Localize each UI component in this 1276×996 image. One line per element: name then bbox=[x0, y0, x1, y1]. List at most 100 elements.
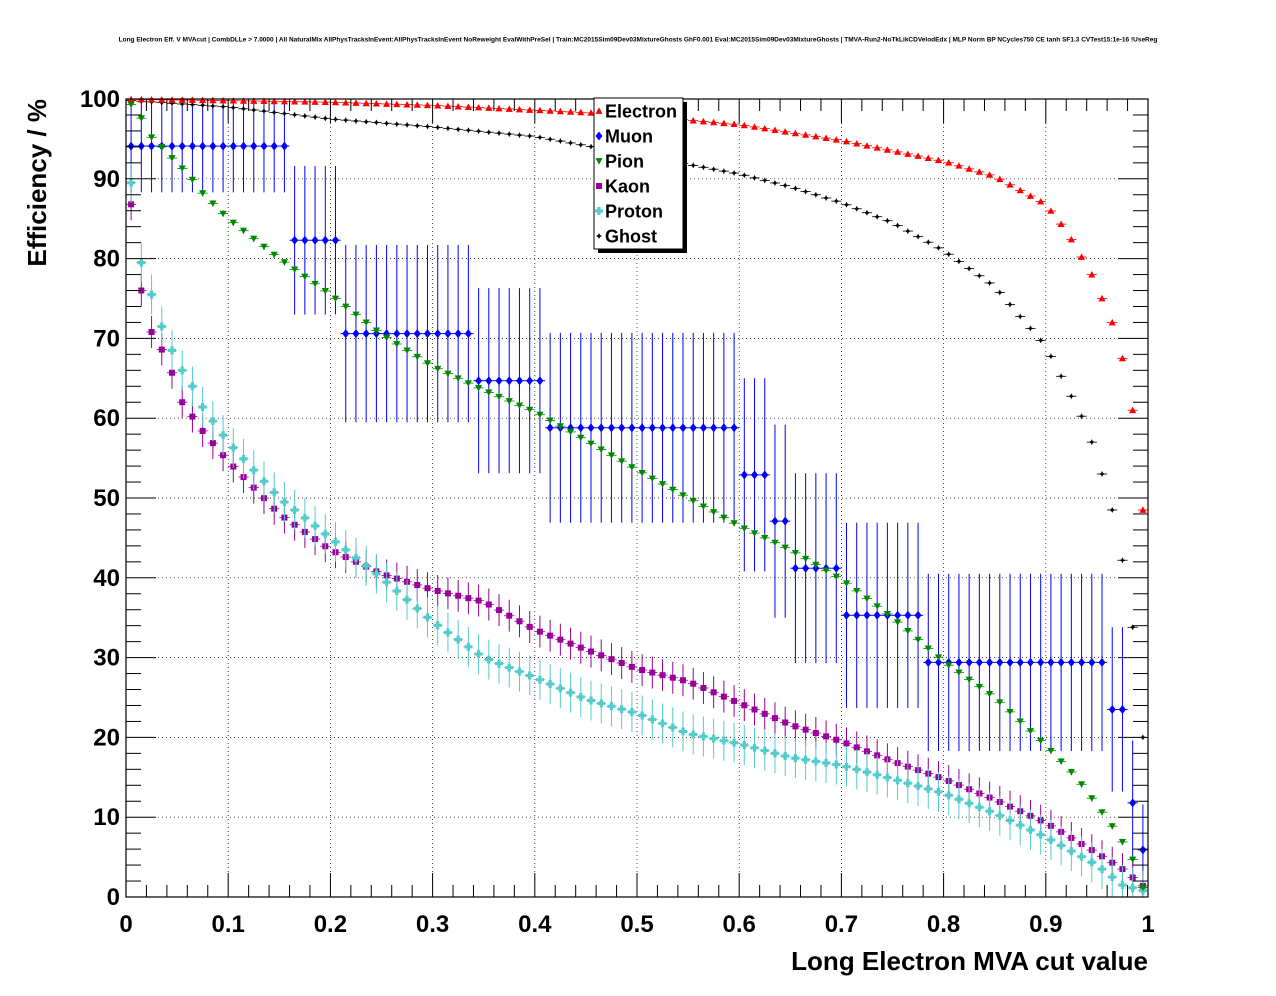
pion-point bbox=[505, 398, 513, 405]
muon-point bbox=[843, 610, 851, 620]
legend-marker-ghost bbox=[596, 233, 602, 239]
pion-point bbox=[137, 115, 145, 122]
electron-point bbox=[934, 156, 943, 164]
kaon-point bbox=[444, 590, 451, 597]
pion-point bbox=[618, 458, 626, 465]
legend-marker-proton bbox=[595, 207, 603, 215]
pion-point bbox=[301, 273, 309, 281]
ghost-point bbox=[434, 124, 441, 131]
legend-label-muon: Muon bbox=[605, 127, 653, 147]
proton-point bbox=[678, 727, 687, 736]
pion-point bbox=[1006, 708, 1014, 716]
electron-point bbox=[229, 97, 237, 104]
legend-label-proton: Proton bbox=[605, 202, 663, 222]
pion-point bbox=[311, 280, 319, 288]
pion-point bbox=[1026, 728, 1035, 735]
ghost-point bbox=[843, 201, 850, 208]
proton-point bbox=[464, 642, 473, 651]
electron-point bbox=[474, 103, 483, 111]
ghost-point bbox=[884, 217, 891, 224]
pion-point bbox=[689, 497, 697, 505]
muon-point bbox=[270, 141, 278, 151]
ghost-point bbox=[250, 106, 257, 113]
muon-point bbox=[403, 329, 411, 339]
legend-marker-muon bbox=[595, 131, 603, 141]
ghost-point bbox=[1047, 353, 1054, 360]
pion-point bbox=[679, 492, 687, 499]
pion-point bbox=[1118, 839, 1127, 846]
proton-point bbox=[1006, 816, 1015, 825]
x-tick-label: 0.5 bbox=[620, 911, 653, 938]
proton-point bbox=[862, 768, 871, 777]
ghost-point bbox=[342, 117, 349, 124]
electron-point bbox=[515, 105, 524, 113]
muon-point bbox=[229, 141, 237, 151]
kaon-point bbox=[588, 648, 595, 655]
axis-ticks bbox=[125, 98, 1149, 898]
kaon-point bbox=[710, 689, 717, 696]
electron-point bbox=[945, 159, 953, 166]
pion-point bbox=[863, 595, 871, 603]
ghost-point bbox=[332, 116, 339, 123]
electron-point bbox=[1037, 197, 1045, 205]
pion-point bbox=[239, 227, 248, 235]
pion-point bbox=[577, 434, 585, 442]
x-tick-label: 0.9 bbox=[1029, 911, 1062, 938]
proton-point bbox=[362, 561, 371, 570]
ghost-point bbox=[761, 177, 768, 184]
electron-point bbox=[1108, 318, 1116, 326]
proton-point bbox=[965, 799, 974, 808]
electron-point bbox=[771, 126, 779, 134]
electron-point bbox=[996, 175, 1004, 183]
kaon-point bbox=[802, 726, 809, 733]
ghost-point bbox=[383, 120, 390, 127]
muon-point bbox=[240, 141, 248, 151]
electron-point bbox=[822, 134, 830, 141]
pion-point bbox=[464, 380, 472, 387]
ghost-point bbox=[373, 119, 380, 126]
muon-point bbox=[188, 141, 196, 151]
kaon-point bbox=[741, 702, 748, 709]
pion-point bbox=[127, 101, 135, 109]
pion-point bbox=[1108, 823, 1116, 830]
kaon-point bbox=[649, 669, 656, 676]
muon-point bbox=[1016, 657, 1024, 667]
muon-point bbox=[597, 423, 605, 433]
proton-point bbox=[1087, 858, 1096, 867]
kaon-point bbox=[782, 719, 789, 726]
electron-point bbox=[812, 132, 820, 140]
ghost-point bbox=[281, 110, 288, 117]
muon-point bbox=[434, 329, 442, 339]
ghost-point bbox=[720, 168, 727, 175]
ghost-point bbox=[322, 115, 329, 122]
muon-point bbox=[577, 423, 585, 433]
ghost-point bbox=[1007, 301, 1014, 308]
muon-point bbox=[546, 423, 554, 433]
muon-point bbox=[137, 141, 145, 151]
electron-point bbox=[730, 120, 738, 127]
y-tick-label: 100 bbox=[80, 86, 120, 113]
pion-point bbox=[873, 603, 881, 610]
electron-point bbox=[280, 97, 289, 105]
electron-point bbox=[1047, 207, 1055, 214]
muon-point bbox=[618, 423, 626, 433]
muon-point bbox=[444, 329, 452, 339]
electron-point bbox=[750, 123, 759, 130]
electron-point bbox=[301, 98, 309, 105]
pion-point bbox=[515, 402, 524, 409]
ghost-point bbox=[444, 125, 451, 132]
pion-point bbox=[403, 347, 411, 354]
electron-point bbox=[321, 98, 329, 105]
pion-point bbox=[904, 627, 912, 635]
pion-point bbox=[761, 535, 769, 542]
muon-point bbox=[1067, 657, 1075, 667]
legend-label-ghost: Ghost bbox=[605, 227, 657, 247]
kaon-point bbox=[475, 597, 482, 604]
electron-point bbox=[393, 100, 401, 108]
electron-point bbox=[914, 152, 922, 159]
proton-point bbox=[719, 736, 728, 745]
kaon-point bbox=[618, 660, 625, 667]
electron-point bbox=[342, 99, 350, 106]
muon-point bbox=[352, 329, 360, 339]
pion-point bbox=[720, 514, 728, 522]
